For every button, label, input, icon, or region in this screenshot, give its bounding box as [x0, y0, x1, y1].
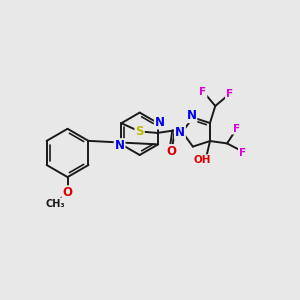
Text: N: N: [115, 139, 124, 152]
Text: S: S: [135, 125, 144, 138]
Text: O: O: [63, 186, 73, 199]
Text: CH₃: CH₃: [45, 199, 65, 208]
Text: F: F: [226, 89, 233, 99]
Text: N: N: [175, 125, 185, 139]
Text: O: O: [166, 145, 176, 158]
Text: F: F: [200, 87, 206, 98]
Text: F: F: [232, 124, 240, 134]
Text: N: N: [186, 109, 197, 122]
Text: OH: OH: [194, 155, 211, 165]
Text: F: F: [239, 148, 246, 158]
Text: N: N: [155, 116, 165, 128]
